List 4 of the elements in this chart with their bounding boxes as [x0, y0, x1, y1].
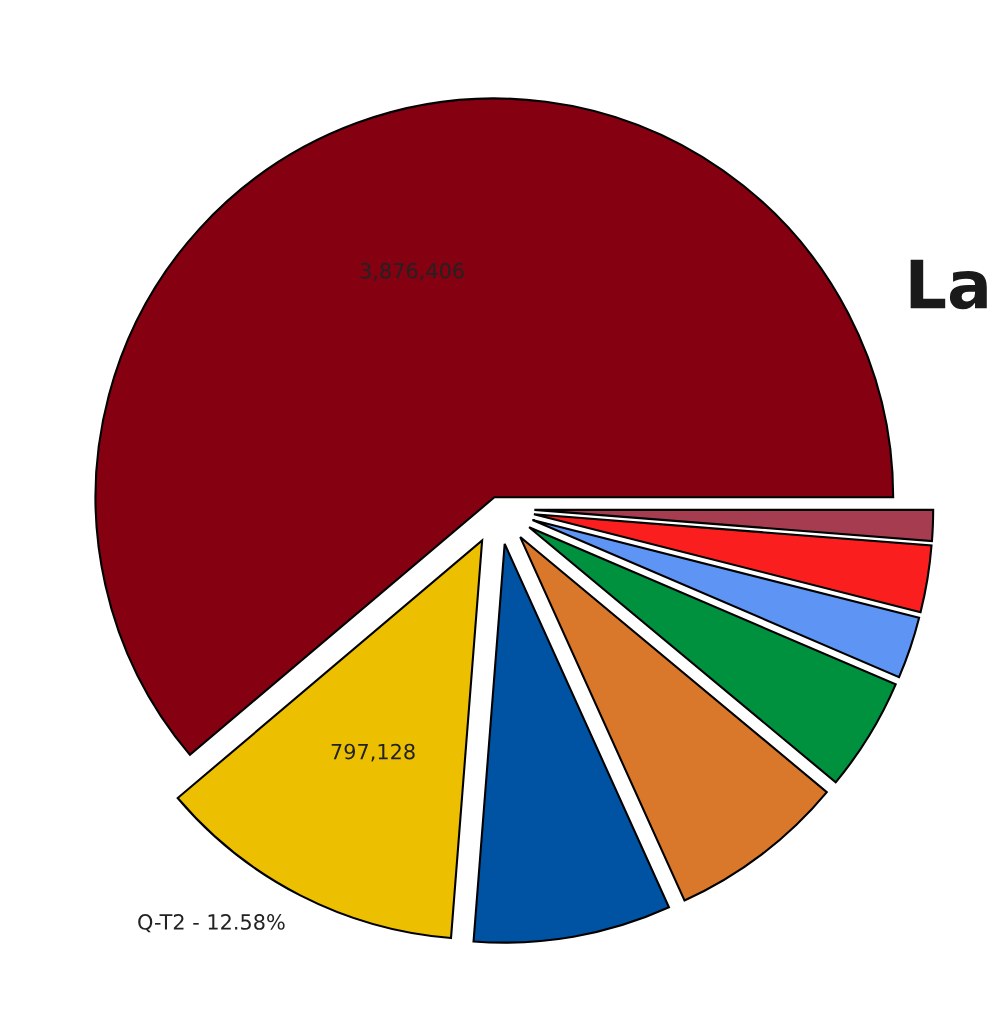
text: La — [910, 259, 987, 310]
data-label: 797,128 — [331, 743, 415, 762]
data-label: 3,876,406 — [360, 262, 464, 281]
slice-label: Q-T2 - 12.58% — [138, 914, 285, 933]
